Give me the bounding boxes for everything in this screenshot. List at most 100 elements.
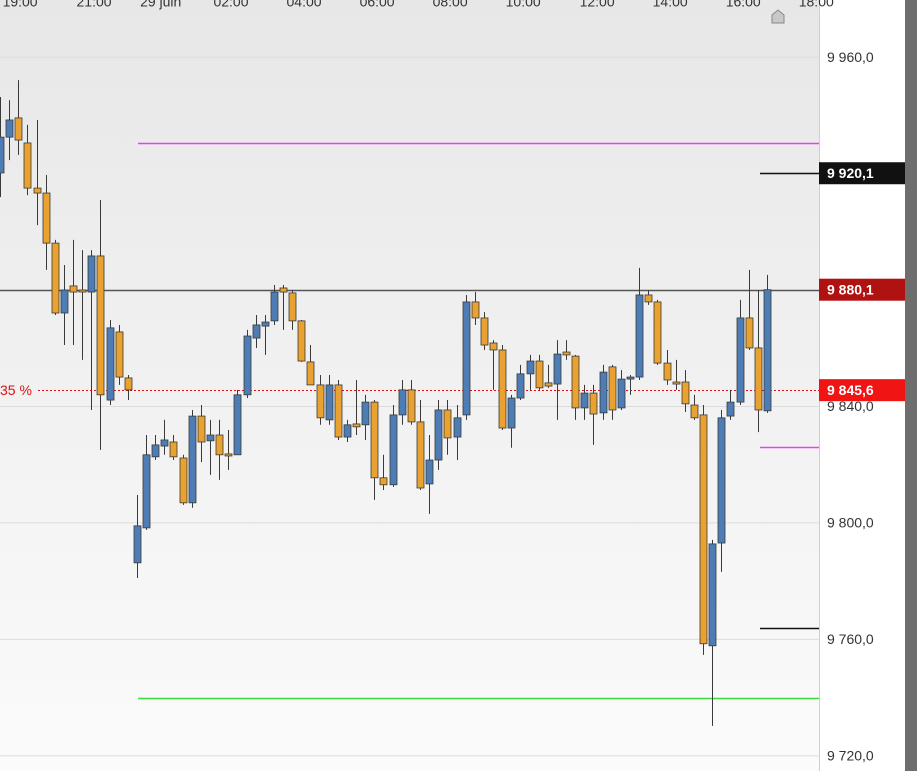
candle-body xyxy=(334,384,343,438)
price-tag xyxy=(819,162,905,185)
candle-body xyxy=(233,394,242,456)
price-tag-label: 9 880,1 xyxy=(827,281,874,297)
candle-body xyxy=(87,255,96,293)
candle-body xyxy=(270,291,279,322)
candle-body xyxy=(96,255,105,396)
candle-body xyxy=(23,142,32,189)
candle-body xyxy=(252,324,261,339)
candle-body xyxy=(261,321,270,327)
candle-body xyxy=(736,317,745,403)
candle-body xyxy=(343,424,352,438)
x-tick-label: 16:00 xyxy=(726,0,761,10)
x-tick-label: 10:00 xyxy=(506,0,541,10)
candle-body xyxy=(297,320,306,362)
candle-body xyxy=(726,401,735,417)
candle-body xyxy=(179,457,188,504)
candle-body xyxy=(653,301,662,364)
candle-body xyxy=(580,392,589,409)
candle-body xyxy=(489,342,498,351)
candle-body xyxy=(306,361,315,386)
candle-body xyxy=(498,349,507,429)
candle-body xyxy=(188,415,197,504)
candle-body xyxy=(69,285,78,293)
candle-body xyxy=(60,289,69,314)
candle-body xyxy=(434,409,443,461)
candle-body xyxy=(672,381,681,385)
candle-body xyxy=(279,287,288,293)
candle-body xyxy=(443,409,452,439)
candle-body xyxy=(151,444,160,458)
candle-body xyxy=(562,351,571,356)
y-tick-label: 9 800,0 xyxy=(827,515,874,531)
candle-body xyxy=(599,371,608,414)
candle-body xyxy=(78,289,87,293)
candle-body xyxy=(389,414,398,486)
candle-body xyxy=(169,441,178,458)
candle-body xyxy=(617,378,626,409)
candle-body xyxy=(507,397,516,429)
x-tick-label: 02:00 xyxy=(213,0,248,10)
candle-body xyxy=(379,477,388,486)
candle-body xyxy=(535,360,544,389)
plot-background xyxy=(0,0,819,771)
home-icon[interactable] xyxy=(771,9,785,24)
candle-body xyxy=(663,362,672,381)
y-tick-label: 9 720,0 xyxy=(827,748,874,764)
candle-body xyxy=(5,119,14,138)
candle-body xyxy=(553,353,562,385)
y-tick-label: 9 840,0 xyxy=(827,398,874,414)
candle-body xyxy=(717,417,726,544)
candle-body xyxy=(626,376,635,380)
candle-body xyxy=(754,347,763,411)
candle-body xyxy=(106,327,115,401)
x-tick-label: 06:00 xyxy=(360,0,395,10)
candle-body xyxy=(370,401,379,479)
candle-body xyxy=(288,292,297,322)
x-tick-label: 04:00 xyxy=(287,0,322,10)
price-tag xyxy=(819,278,905,301)
candle-body xyxy=(416,421,425,489)
candle-body xyxy=(197,415,206,443)
candle-body xyxy=(133,525,142,564)
scrollbar xyxy=(905,0,917,771)
candle-body xyxy=(516,373,525,399)
candle-body xyxy=(398,389,407,416)
candle-body xyxy=(471,301,480,319)
candle-body xyxy=(243,335,252,396)
x-tick-label: 08:00 xyxy=(433,0,468,10)
candle-body xyxy=(690,404,699,419)
candle-body xyxy=(206,434,215,442)
candle-body xyxy=(763,289,772,412)
candle-body xyxy=(316,384,325,419)
price-tag-label: 9 845,6 xyxy=(827,382,874,398)
candle-body xyxy=(42,192,51,244)
x-tick-label: 19:00 xyxy=(3,0,38,10)
candle-body xyxy=(124,377,133,391)
price-tag xyxy=(819,379,905,402)
y-tick-label: 9 760,0 xyxy=(827,631,874,647)
x-tick-label: 29 juin xyxy=(140,0,181,10)
candle-body xyxy=(589,392,598,415)
candle-body xyxy=(608,366,617,411)
x-tick-label: 21:00 xyxy=(77,0,112,10)
candle-body xyxy=(480,317,489,346)
candle-body xyxy=(544,382,553,387)
x-tick-label: 14:00 xyxy=(653,0,688,10)
candle-body xyxy=(453,417,462,438)
price-tag-label: 9 920,1 xyxy=(827,165,874,181)
candle-body xyxy=(526,360,535,375)
candle-body xyxy=(224,453,233,457)
candle-body xyxy=(425,459,434,485)
candle-body xyxy=(635,294,644,378)
candle-body xyxy=(745,317,754,349)
candle-body xyxy=(0,136,5,174)
candle-body xyxy=(681,381,690,405)
candle-body xyxy=(14,117,23,141)
candle-body xyxy=(462,301,471,416)
candle-body xyxy=(352,423,361,428)
y-tick-label: 9 960,0 xyxy=(827,49,874,65)
candle-body xyxy=(708,543,717,647)
candle-body xyxy=(115,331,124,378)
